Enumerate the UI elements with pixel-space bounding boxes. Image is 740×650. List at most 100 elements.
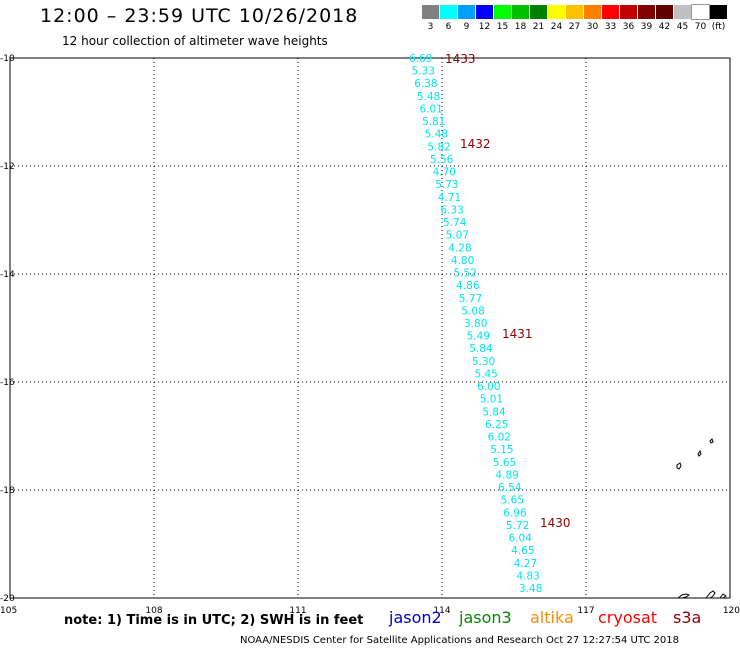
swh-value-label: 6.01	[419, 103, 442, 115]
swh-value-label: 5.81	[422, 116, 445, 128]
island-outline	[719, 593, 727, 599]
legend-swatch	[620, 5, 637, 19]
swh-value-label: 5.52	[454, 268, 477, 280]
swh-value-label: 6.00	[477, 381, 500, 393]
swh-value-label: 5.84	[482, 406, 506, 418]
lon-tick-label: 108	[145, 606, 162, 616]
legend-swatch	[691, 4, 710, 20]
lon-tick-label: 120	[723, 606, 740, 616]
legend-swatch	[566, 5, 583, 19]
swh-value-label: 4.27	[514, 558, 537, 570]
legend-label: 36	[622, 22, 635, 32]
swh-value-label: 4.28	[448, 242, 471, 254]
swh-value-label: 6.38	[414, 78, 437, 90]
satellite-cryosat: cryosat	[598, 608, 658, 627]
swh-value-label: 4.65	[511, 545, 534, 557]
island-outline	[697, 449, 702, 457]
lon-tick-label: 117	[577, 606, 594, 616]
lon-tick-label: 114	[433, 606, 450, 616]
swh-value-label: 5.48	[425, 129, 448, 141]
satellite-jason2: jason2	[389, 608, 442, 627]
legend-label: 42	[658, 22, 671, 32]
swh-value-label: 6.02	[488, 432, 511, 444]
swh-value-label: 5.56	[430, 154, 454, 166]
swh-value-label: 5.30	[472, 356, 495, 368]
swh-value-label: 6.54	[498, 482, 522, 494]
swh-value-label: 5.77	[459, 293, 482, 305]
swh-value-label: 3.48	[519, 583, 542, 595]
island-outline	[704, 590, 716, 599]
swh-value-label: 5.45	[474, 368, 497, 380]
swh-value-label: 5.73	[435, 179, 458, 191]
swh-value-label: 5.65	[493, 457, 516, 469]
satellite-jason3: jason3	[459, 608, 512, 627]
swh-value-label: 5.07	[446, 230, 469, 242]
swh-value-label: 5.72	[506, 520, 529, 532]
swh-value-label: 6.04	[509, 533, 533, 545]
swh-value-label: 5.74	[443, 217, 467, 229]
legend-swatch	[440, 5, 457, 19]
legend-label: 27	[568, 22, 581, 32]
legend-swatch	[638, 5, 655, 19]
swh-value-label: 4.70	[433, 167, 456, 179]
swh-value-label: 5.15	[490, 444, 513, 456]
legend-swatch	[458, 5, 475, 19]
page-subtitle: 12 hour collection of altimeter wave hei…	[62, 34, 328, 48]
swh-value-label: 4.86	[456, 280, 480, 292]
legend-label: 18	[514, 22, 527, 32]
swh-value-label: 4.80	[451, 255, 474, 267]
swh-value-label: 5.48	[417, 91, 440, 103]
legend-swatch	[710, 5, 727, 19]
legend-swatch	[494, 5, 511, 19]
lon-tick-label: 105	[0, 606, 17, 616]
page-title: 12:00 – 23:59 UTC 10/26/2018	[40, 5, 359, 27]
swh-value-label: 5.08	[461, 305, 484, 317]
legend-swatch	[584, 5, 601, 19]
legend-label: 45	[676, 22, 689, 32]
island-outline	[709, 438, 714, 444]
island-outline	[676, 462, 682, 470]
lat-tick-label: -16	[0, 378, 15, 388]
island-outline	[676, 593, 691, 599]
satellite-altika: altika	[530, 608, 574, 627]
time-label: 1430	[540, 516, 571, 530]
legend-label: 12	[478, 22, 491, 32]
legend-label: (ft)	[711, 22, 726, 32]
legend-label: 70	[694, 22, 707, 32]
lat-tick-label: -14	[0, 270, 15, 280]
swh-value-label: 5.65	[501, 495, 524, 507]
legend-label: 33	[604, 22, 617, 32]
legend-label: 9	[463, 22, 470, 32]
swh-value-label: 5.01	[480, 394, 503, 406]
swh-value-label: 6.33	[440, 204, 463, 216]
legend-label: 21	[532, 22, 545, 32]
map-frame	[9, 57, 731, 599]
legend-label: 15	[496, 22, 509, 32]
swh-value-label: 6.25	[485, 419, 508, 431]
legend-swatch	[656, 5, 673, 19]
credit-line: NOAA/NESDIS Center for Satellite Applica…	[240, 635, 679, 646]
legend-swatch	[602, 5, 619, 19]
time-label: 1431	[502, 327, 533, 341]
legend-swatch	[422, 5, 439, 19]
legend-label: 6	[445, 22, 452, 32]
swh-value-label: 6.69	[409, 53, 432, 65]
satellite-s3a: s3a	[673, 608, 702, 627]
swh-value-label: 5.84	[469, 343, 493, 355]
swh-value-label: 4.89	[495, 469, 518, 481]
swh-value-label: 5.33	[412, 66, 435, 78]
legend-swatch	[512, 5, 529, 19]
lat-tick-label: -18	[0, 486, 15, 496]
legend-swatch	[476, 5, 493, 19]
legend-swatch	[530, 5, 547, 19]
legend-label: 30	[586, 22, 599, 32]
swh-value-label: 5.82	[427, 141, 450, 153]
lon-tick-label: 111	[289, 606, 306, 616]
lat-tick-label: -20	[0, 594, 15, 604]
swh-value-label: 6.96	[503, 507, 527, 519]
legend-label: 39	[640, 22, 653, 32]
swh-value-label: 4.71	[438, 192, 461, 204]
legend-label: 3	[427, 22, 434, 32]
legend-swatch	[674, 5, 691, 19]
